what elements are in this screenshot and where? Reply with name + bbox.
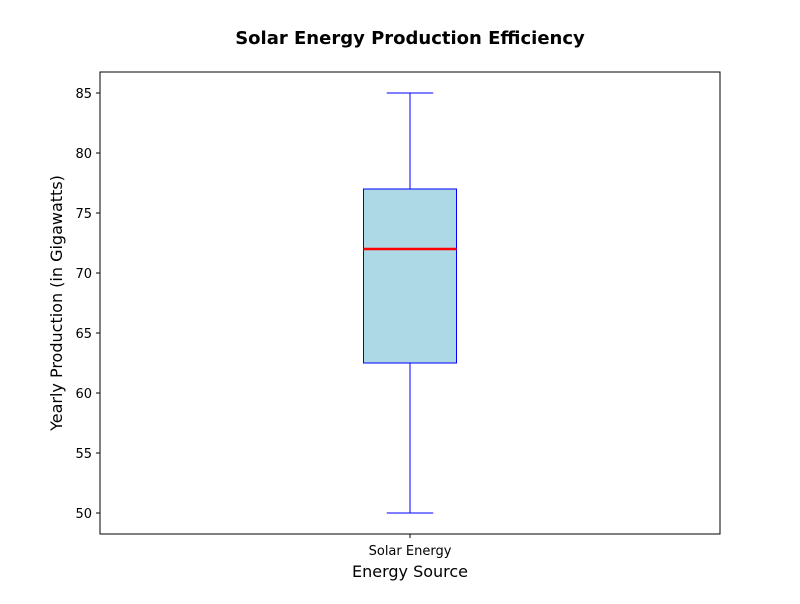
x-axis-label: Energy Source	[352, 562, 468, 581]
plot-area: Solar Energy 50 55 60 65 70 75 80 85	[75, 71, 721, 559]
y-axis-label: Yearly Production (in Gigawatts)	[47, 175, 66, 432]
y-tick-label: 50	[75, 507, 92, 522]
y-tick-label: 85	[75, 87, 92, 102]
box-iqr	[363, 188, 457, 364]
y-tick-label: 80	[75, 147, 92, 162]
y-tick-label: 65	[75, 327, 92, 342]
y-tick-label: 55	[75, 447, 92, 462]
chart-title: Solar Energy Production Efficiency	[235, 28, 585, 49]
y-tick-label: 60	[75, 387, 92, 402]
axes-frame	[99, 71, 721, 535]
y-tick-label: 75	[75, 207, 92, 222]
y-tick-label: 70	[75, 267, 92, 282]
x-tick-label: Solar Energy	[369, 544, 452, 559]
